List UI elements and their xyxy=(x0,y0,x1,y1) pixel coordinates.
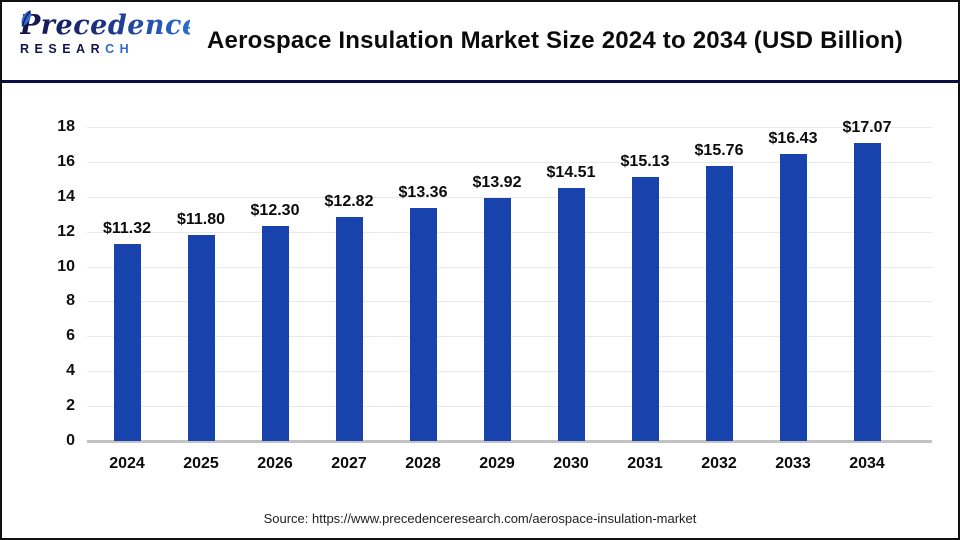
gridline xyxy=(87,196,932,198)
y-axis-tick-label: 8 xyxy=(66,292,75,310)
bar-2032 xyxy=(705,166,733,441)
bar-2034 xyxy=(853,143,881,441)
bar-value-label: $14.51 xyxy=(546,163,596,181)
y-axis-tick-label: 14 xyxy=(57,187,75,205)
y-axis-tick-label: 6 xyxy=(66,327,75,345)
bar-2027 xyxy=(335,217,363,441)
logo-wordmark: Precedence xyxy=(20,10,190,39)
y-axis-tick-label: 18 xyxy=(57,118,75,135)
bar-value-label: $16.43 xyxy=(768,130,818,148)
x-axis-tick-label: 2026 xyxy=(257,455,293,472)
bar-value-label: $12.30 xyxy=(250,202,300,220)
gridline xyxy=(87,127,932,128)
bar-2031 xyxy=(631,177,659,441)
bar-value-label: $12.82 xyxy=(324,193,374,211)
leaf-icon xyxy=(14,3,38,34)
gridline xyxy=(87,161,932,163)
x-axis-tick-label: 2032 xyxy=(701,455,737,472)
bar-2024 xyxy=(113,243,141,441)
bar-value-label: $13.36 xyxy=(398,183,448,201)
y-axis-tick-label: 0 xyxy=(66,432,75,449)
page-title: Aerospace Insulation Market Size 2024 to… xyxy=(206,27,903,54)
bar-chart: Source: https://www.precedenceresearch.c… xyxy=(2,83,958,538)
bar-value-label: $13.92 xyxy=(472,174,522,192)
header: Precedence RESEARCH Aerospace Insulation… xyxy=(2,2,958,80)
x-axis-tick-label: 2034 xyxy=(849,455,885,472)
bar-2028 xyxy=(409,207,437,441)
bar-value-label: $15.76 xyxy=(694,142,744,160)
x-axis-tick-label: 2031 xyxy=(627,455,663,472)
bar-2030 xyxy=(557,187,585,441)
x-axis-tick-label: 2028 xyxy=(405,455,441,472)
header-divider xyxy=(2,80,958,83)
x-axis-tick-label: 2027 xyxy=(331,455,367,472)
logo-subtitle: RESEARCH xyxy=(20,42,135,56)
bar-2025 xyxy=(187,235,215,441)
bar-value-label: $11.80 xyxy=(176,211,226,229)
x-axis-tick-label: 2033 xyxy=(775,455,811,472)
y-axis-tick-label: 4 xyxy=(66,362,75,380)
bar-2026 xyxy=(261,226,289,441)
x-axis-tick-label: 2029 xyxy=(479,455,515,472)
y-axis-tick-label: 2 xyxy=(66,397,75,415)
y-axis-tick-label: 16 xyxy=(57,152,75,170)
source-text: Source: https://www.precedenceresearch.c… xyxy=(263,511,697,526)
x-axis-tick-label: 2025 xyxy=(183,455,219,472)
x-axis-tick-label: 2030 xyxy=(553,455,589,472)
x-axis-baseline xyxy=(87,440,932,443)
bar-value-label: $17.07 xyxy=(842,119,892,137)
y-axis-tick-label: 12 xyxy=(57,222,75,240)
bar-2029 xyxy=(483,198,511,441)
bar-2033 xyxy=(779,154,807,441)
x-axis-tick-label: 2024 xyxy=(109,455,145,472)
bar-value-label: $11.32 xyxy=(102,219,152,237)
brand-logo: Precedence RESEARCH xyxy=(20,10,190,56)
bar-value-label: $15.13 xyxy=(620,153,670,171)
logo-name: Precedence xyxy=(20,10,200,41)
y-axis-tick-label: 10 xyxy=(57,257,75,275)
